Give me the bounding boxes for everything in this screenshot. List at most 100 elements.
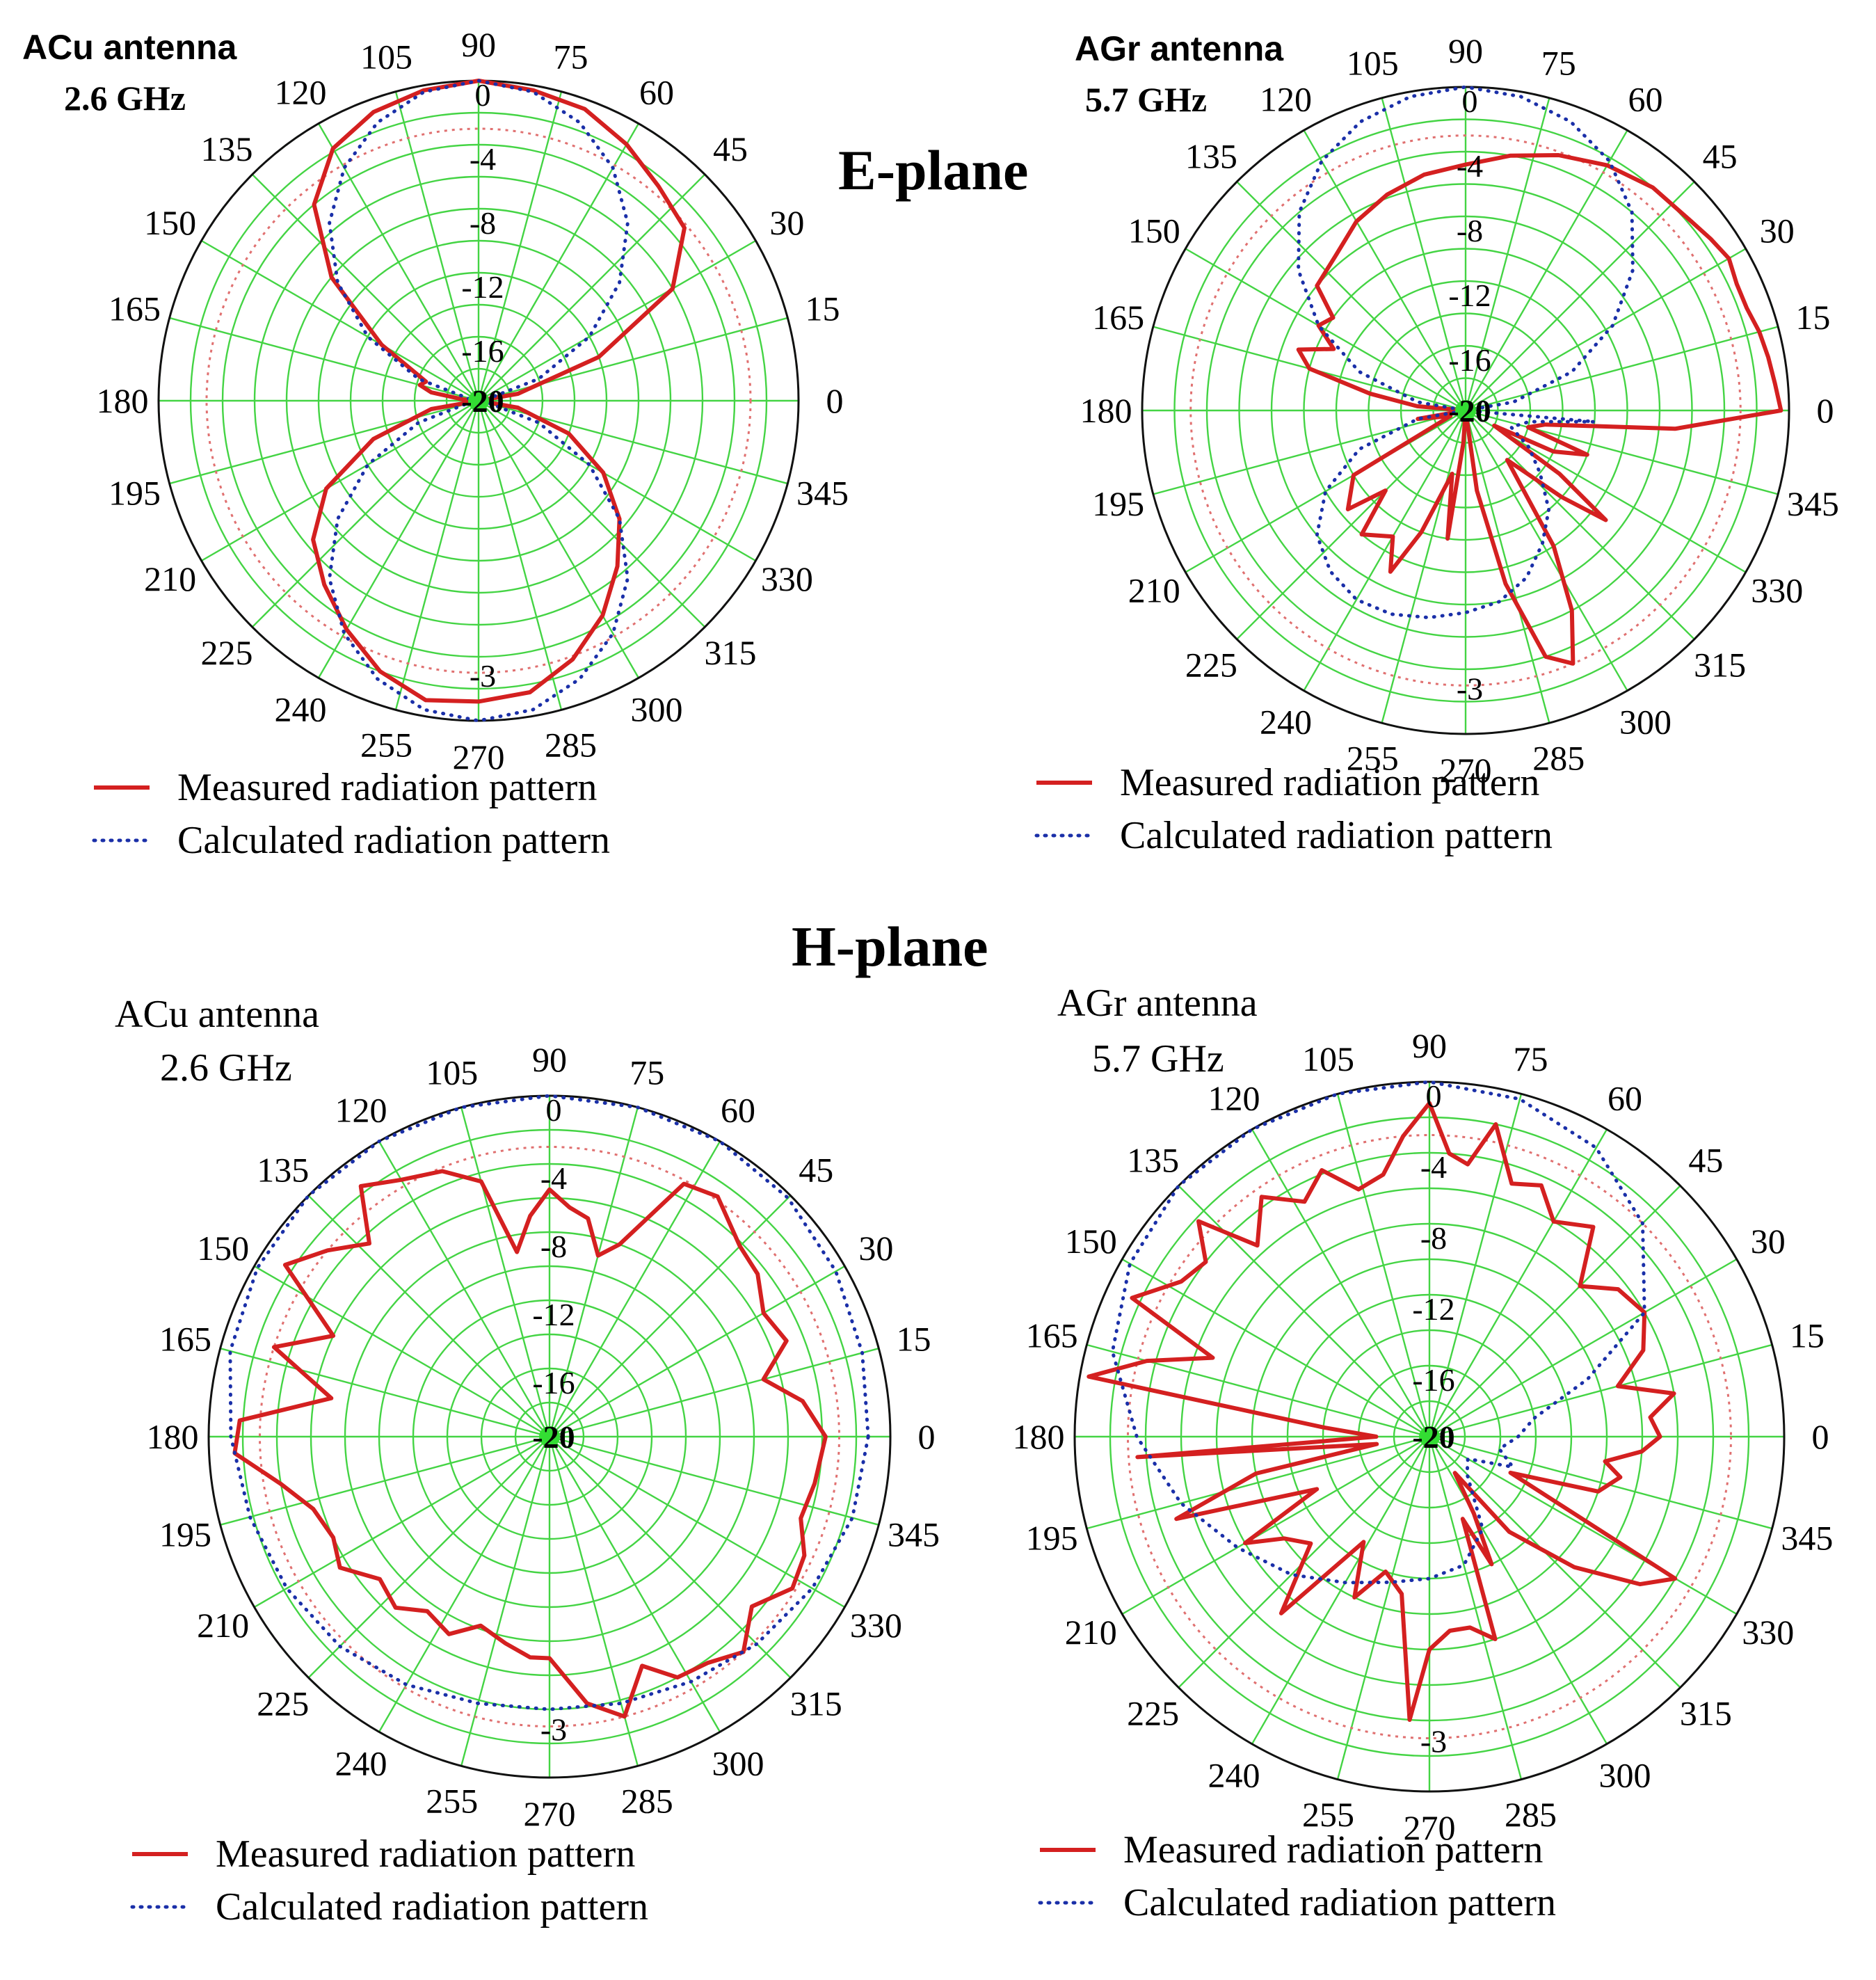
radial-tick-label: -12 xyxy=(1412,1291,1454,1327)
legend: Measured radiation pattern Calculated rad… xyxy=(130,1833,648,1929)
radial-tick-label: -20 xyxy=(1448,393,1491,429)
radial-tick-label: 0 xyxy=(1426,1078,1442,1114)
angle-tick-label: 60 xyxy=(1628,79,1663,118)
angle-tick-label: 180 xyxy=(97,381,149,420)
angle-tick-label: 195 xyxy=(109,474,161,513)
legend-measured-label: Measured radiation pattern xyxy=(216,1833,635,1876)
angle-tick-label: 150 xyxy=(144,203,196,242)
grid-spoke xyxy=(1429,1435,1772,1530)
grid-spoke xyxy=(169,317,479,402)
radial-tick-label: -20 xyxy=(1412,1419,1454,1455)
radial-tick-label: -16 xyxy=(532,1365,575,1400)
legend-measured-label: Measured radiation pattern xyxy=(177,766,597,809)
grid-spoke xyxy=(1464,410,1550,724)
angle-tick-label: 105 xyxy=(1302,1039,1354,1078)
angle-tick-label: 345 xyxy=(1787,484,1839,523)
angle-tick-label: 75 xyxy=(630,1053,664,1092)
grid-spoke xyxy=(254,1265,550,1438)
angle-tick-label: 225 xyxy=(1127,1693,1179,1732)
angle-tick-label: 210 xyxy=(1128,571,1180,610)
angle-tick-label: 285 xyxy=(545,726,597,765)
grid-spoke xyxy=(1429,1435,1738,1615)
grid-spoke xyxy=(1465,181,1695,411)
grid-spoke xyxy=(201,239,479,402)
legend-calculated-label: Calculated radiation pattern xyxy=(1120,814,1553,857)
radial-tick-label: -12 xyxy=(461,269,504,305)
grid-spoke xyxy=(1251,1128,1431,1437)
grid-spoke xyxy=(394,91,480,401)
angle-tick-label: 330 xyxy=(1751,571,1803,610)
grid-spoke xyxy=(549,1265,845,1438)
angle-tick-label: 120 xyxy=(1208,1078,1260,1117)
grid-spoke xyxy=(307,1195,550,1437)
angle-tick-label: 90 xyxy=(532,1040,567,1079)
angle-tick-label: 0 xyxy=(918,1417,936,1456)
grid-spoke xyxy=(1465,248,1747,412)
angle-tick-label: 240 xyxy=(275,689,327,728)
angle-tick-label: 270 xyxy=(1440,751,1492,790)
measured-pattern-line xyxy=(232,1169,828,1719)
angle-tick-label: 30 xyxy=(858,1229,893,1268)
angle-tick-label: 135 xyxy=(257,1151,309,1190)
radial-tick-label: -4 xyxy=(1457,148,1483,184)
angle-tick-label: 285 xyxy=(621,1782,673,1821)
grid-spoke xyxy=(1153,409,1466,495)
radial-tick-label: -3 xyxy=(470,658,496,694)
radial-tick-label: -12 xyxy=(1448,278,1491,313)
polar-plot-h-plane-agr: 0 15 30 45 60 75 90 105 120 135 150 165 180 195 210 225… xyxy=(1013,982,1834,1924)
grid-spoke xyxy=(1428,1128,1608,1437)
grid-spoke xyxy=(1336,1436,1431,1780)
grid-spoke xyxy=(1464,410,1628,692)
angle-tick-label: 180 xyxy=(147,1417,199,1456)
angle-tick-label: 120 xyxy=(335,1091,387,1130)
angle-tick-label: 225 xyxy=(1185,646,1237,685)
angle-tick-label: 225 xyxy=(200,633,252,672)
angle-tick-label: 300 xyxy=(1599,1756,1651,1795)
angle-tick-label: 120 xyxy=(1260,79,1312,118)
angle-tick-label: 345 xyxy=(1781,1518,1833,1557)
grid-spoke xyxy=(1465,410,1695,640)
reference-circle-minus3db xyxy=(205,127,752,674)
measured-pattern-line xyxy=(1087,1101,1678,1722)
angle-tick-label: 105 xyxy=(426,1053,478,1092)
grid-spoke xyxy=(478,399,756,562)
calculated-pattern-line xyxy=(1110,1080,1646,1585)
angle-tick-label: 45 xyxy=(799,1151,833,1190)
angle-tick-label: 180 xyxy=(1080,391,1132,430)
angle-tick-label: 270 xyxy=(524,1794,576,1833)
angle-tick-label: 60 xyxy=(639,73,674,112)
grid-spoke xyxy=(317,400,480,678)
angle-tick-label: 270 xyxy=(453,737,505,776)
grid-spoke xyxy=(251,173,479,401)
center-marker xyxy=(468,390,489,411)
angle-tick-label: 75 xyxy=(554,37,588,76)
angle-tick-label: 165 xyxy=(1026,1316,1078,1355)
angle-tick-label: 300 xyxy=(712,1743,764,1782)
grid-spoke xyxy=(254,1435,550,1608)
angle-tick-label: 300 xyxy=(1619,703,1671,742)
legend-measured-label: Measured radiation pattern xyxy=(1123,1828,1543,1871)
angle-tick-label: 225 xyxy=(257,1684,309,1723)
antenna-title: ACu antenna xyxy=(115,993,319,1036)
angle-tick-label: 165 xyxy=(109,289,161,328)
antenna-title: ACu antenna xyxy=(22,28,238,67)
angle-tick-label: 60 xyxy=(721,1091,755,1130)
radial-tick-label: -8 xyxy=(470,205,496,241)
measured-pattern-line xyxy=(311,79,687,704)
angle-tick-label: 15 xyxy=(805,289,840,328)
angle-tick-label: 150 xyxy=(197,1229,249,1268)
angle-tick-label: 195 xyxy=(1026,1518,1078,1557)
angle-tick-label: 195 xyxy=(1092,484,1144,523)
grid-spoke xyxy=(1428,1436,1523,1780)
antenna-title: AGr antenna xyxy=(1057,982,1258,1025)
reference-circle-minus3db xyxy=(259,1146,840,1727)
antenna-frequency: 2.6 GHz xyxy=(64,79,186,118)
radial-tick-label: -16 xyxy=(1448,342,1491,378)
grid-spoke xyxy=(1303,410,1467,692)
grid-spoke xyxy=(251,400,479,628)
angle-tick-label: 0 xyxy=(1812,1417,1829,1456)
radial-tick-label: -20 xyxy=(532,1419,575,1455)
angle-tick-label: 45 xyxy=(1703,136,1738,175)
